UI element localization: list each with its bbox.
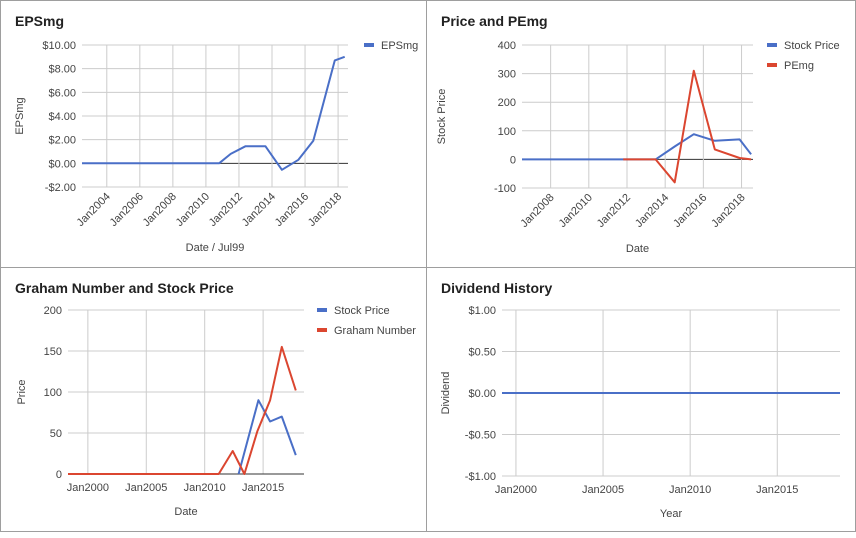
- y-tick-label: 0: [56, 469, 62, 481]
- series-line: [522, 133, 752, 161]
- y-tick-label: $4.00: [48, 111, 76, 123]
- y-tick-label: 150: [44, 346, 62, 358]
- x-axis-title: Date: [174, 506, 197, 518]
- chart-title: Dividend History: [441, 280, 553, 296]
- x-tick-label: Jan2005: [125, 482, 167, 494]
- series-line: [237, 399, 297, 475]
- x-tick-label: Jan2010: [184, 482, 226, 494]
- y-axis-title: Stock Price: [436, 89, 448, 145]
- y-tick-label: $8.00: [48, 64, 76, 76]
- series-line: [68, 345, 297, 475]
- x-tick-label: Jan2012: [595, 192, 633, 230]
- eps-chart-panel: EPSmg -$2.00 $0.00 $2.00 $4.00 $6.00 $8.00 $10…: [0, 0, 427, 268]
- x-axis-title: Year: [660, 508, 683, 520]
- x-tick-label: Jan2016: [671, 192, 709, 230]
- y-tick-label: 50: [50, 428, 62, 440]
- legend-label: Graham Number: [334, 325, 416, 337]
- y-tick-label: 100: [44, 387, 62, 399]
- graham-chart-panel: Graham Number and Stock Price 0 50 100 150 2…: [0, 267, 427, 532]
- dividend-chart-panel: Dividend History -$1.00 -$0.50 $0.00 $0.50 $…: [426, 267, 856, 532]
- y-tick-label: $0.50: [468, 347, 496, 359]
- series-line: [623, 69, 752, 184]
- x-tick-label: Jan2000: [495, 484, 537, 496]
- x-tick-label: Jan2010: [557, 192, 595, 230]
- legend-label: Stock Price: [334, 305, 390, 317]
- y-tick-label: -$1.00: [465, 471, 496, 483]
- y-tick-label: 200: [498, 97, 516, 109]
- legend-label: EPSmg: [381, 40, 418, 52]
- eps-chart: -$2.00 $0.00 $2.00 $4.00 $6.00 $8.00 $10.00 Jan…: [14, 40, 418, 254]
- x-tick-label: Jan2010: [669, 484, 711, 496]
- y-axis-title: Price: [16, 379, 28, 404]
- x-axis-title: Date: [626, 243, 649, 255]
- y-tick-label: -$0.50: [465, 430, 496, 442]
- legend-label: Stock Price: [784, 40, 840, 52]
- x-tick-label: Jan2018: [709, 192, 747, 230]
- x-tick-label: Jan2008: [141, 191, 179, 229]
- y-tick-label: 100: [498, 126, 516, 138]
- legend-swatch: [317, 308, 327, 312]
- x-tick-label: Jan2012: [207, 191, 245, 229]
- y-tick-label: 200: [44, 305, 62, 317]
- graham-chart: 0 50 100 150 200 Jan2000 Jan2005 Jan2010 Jan2015…: [16, 305, 416, 518]
- x-tick-label: Jan2004: [75, 191, 113, 229]
- y-tick-label: -$2.00: [45, 182, 76, 194]
- dividend-chart: -$1.00 -$0.50 $0.00 $0.50 $1.00 Jan2000 Jan200…: [440, 305, 840, 520]
- y-tick-label: 0: [510, 154, 516, 166]
- y-axis-title: Dividend: [440, 372, 452, 415]
- y-tick-label: $1.00: [468, 305, 496, 317]
- legend-swatch: [317, 328, 327, 332]
- x-tick-label: Jan2015: [756, 484, 798, 496]
- legend-label: PEmg: [784, 60, 814, 72]
- y-tick-label: $10.00: [42, 40, 76, 52]
- chart-title: EPSmg: [15, 13, 65, 29]
- x-tick-label: Jan2014: [633, 192, 671, 230]
- price-pe-chart-panel: Price and PEmg -100 0 100 200 300 400 Jan2008 J…: [426, 0, 856, 268]
- chart-title: Graham Number and Stock Price: [15, 280, 234, 296]
- y-tick-label: 300: [498, 69, 516, 81]
- x-tick-label: Jan2016: [273, 191, 311, 229]
- chart-title: Price and PEmg: [441, 13, 548, 29]
- x-tick-label: Jan2006: [108, 191, 146, 229]
- y-tick-label: $2.00: [48, 135, 76, 147]
- x-tick-label: Jan2018: [306, 191, 344, 229]
- y-axis-title: EPSmg: [14, 97, 26, 134]
- series-line: [82, 55, 346, 171]
- y-tick-label: $0.00: [468, 388, 496, 400]
- x-tick-label: Jan2000: [67, 482, 109, 494]
- x-tick-label: Jan2008: [518, 192, 556, 230]
- y-tick-label: 400: [498, 40, 516, 52]
- y-tick-label: -100: [494, 183, 516, 195]
- x-tick-label: Jan2014: [240, 191, 278, 229]
- legend-swatch: [767, 63, 777, 67]
- legend-swatch: [364, 43, 374, 47]
- x-tick-label: Jan2015: [242, 482, 284, 494]
- x-axis-title: Date / Jul99: [186, 242, 245, 254]
- y-tick-label: $6.00: [48, 87, 76, 99]
- x-tick-label: Jan2010: [174, 191, 212, 229]
- y-tick-label: $0.00: [48, 158, 76, 170]
- legend-swatch: [767, 43, 777, 47]
- x-tick-label: Jan2005: [582, 484, 624, 496]
